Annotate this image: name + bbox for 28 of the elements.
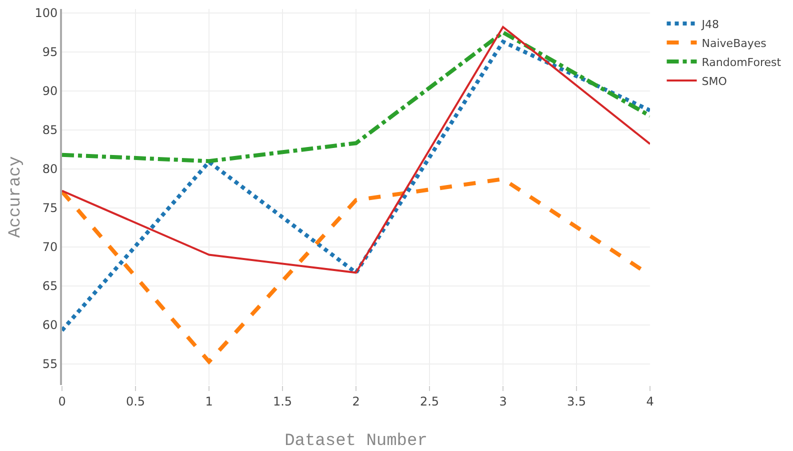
x-tick-label: 0.5 bbox=[126, 394, 146, 408]
x-tick-label: 4 bbox=[646, 394, 654, 408]
legend-label: NaiveBayes bbox=[702, 36, 767, 50]
y-tick-label: 85 bbox=[42, 123, 58, 138]
x-tick-label: 2.5 bbox=[420, 394, 440, 408]
x-tick-label: 1 bbox=[205, 394, 213, 408]
y-tick-label: 55 bbox=[42, 357, 58, 372]
line-series bbox=[62, 30, 650, 164]
x-axis-title: Dataset Number bbox=[284, 432, 428, 451]
y-tick-label: 70 bbox=[42, 240, 58, 254]
y-tick-label: 80 bbox=[42, 162, 58, 176]
x-tick-label: 0 bbox=[58, 394, 66, 408]
y-axis-title: Accuracy bbox=[6, 156, 26, 238]
x-tick-label: 1.5 bbox=[272, 394, 292, 408]
y-tick-label: 95 bbox=[42, 45, 58, 60]
legend-label: J48 bbox=[700, 18, 720, 31]
line-series bbox=[62, 26, 650, 274]
legend-label: RandomForest bbox=[702, 56, 782, 69]
x-tick-label: 3 bbox=[499, 394, 507, 408]
y-tick-label: 75 bbox=[42, 201, 58, 216]
legend-label: SMO bbox=[702, 74, 728, 88]
x-tick-label: 3.5 bbox=[566, 394, 586, 408]
x-tick-label: 2 bbox=[352, 394, 360, 408]
y-tick-label: 100 bbox=[34, 6, 58, 20]
y-tick-label: 65 bbox=[42, 279, 58, 294]
line-series bbox=[62, 40, 650, 332]
y-tick-label: 60 bbox=[42, 318, 58, 332]
y-tick-label: 90 bbox=[42, 84, 58, 98]
